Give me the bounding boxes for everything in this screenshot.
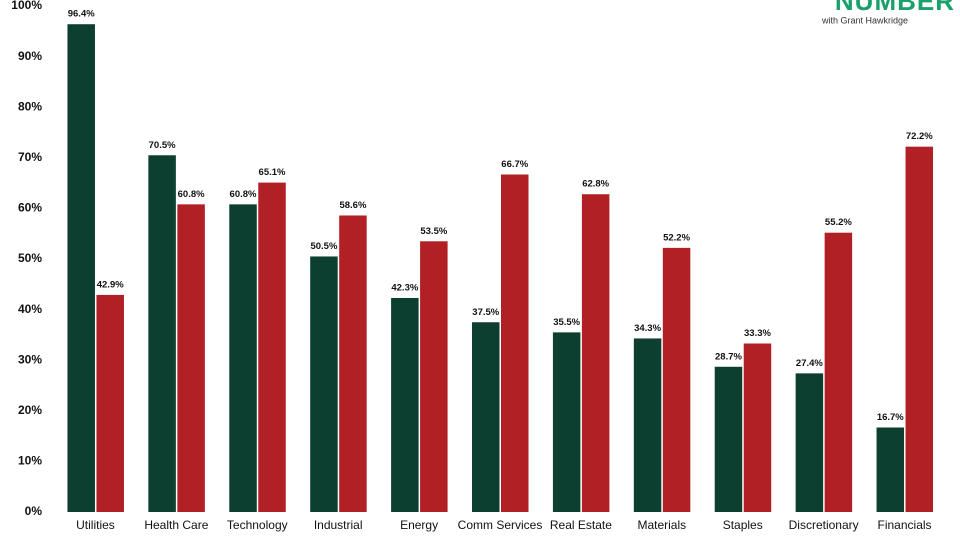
x-tick-label: Energy xyxy=(400,518,438,532)
bar xyxy=(743,343,772,512)
bar xyxy=(229,204,257,513)
bar xyxy=(905,146,934,512)
bar xyxy=(581,194,610,512)
bar xyxy=(67,24,95,512)
x-tick-label: Materials xyxy=(637,518,686,532)
x-tick-label: Financials xyxy=(878,518,932,532)
bar xyxy=(795,373,824,512)
value-label: 96.4% xyxy=(68,9,95,20)
y-tick-label: 30% xyxy=(18,352,42,366)
value-label: 35.5% xyxy=(553,317,580,328)
y-tick-label: 80% xyxy=(18,99,42,113)
y-tick-label: 60% xyxy=(18,201,42,215)
bar xyxy=(177,204,205,513)
value-label: 55.2% xyxy=(825,217,852,228)
bar xyxy=(148,155,176,512)
value-label: 66.7% xyxy=(501,159,528,170)
bar xyxy=(633,338,662,512)
bar xyxy=(552,332,581,512)
bar xyxy=(339,215,367,512)
value-label: 72.2% xyxy=(906,131,933,142)
bar xyxy=(96,294,124,512)
y-tick-label: 20% xyxy=(18,403,42,417)
value-label: 65.1% xyxy=(259,167,286,178)
value-label: 37.5% xyxy=(472,307,499,318)
y-tick-label: 10% xyxy=(18,454,42,468)
y-tick-label: 50% xyxy=(18,251,42,265)
x-tick-label: Discretionary xyxy=(789,518,859,532)
bar xyxy=(391,297,419,512)
logo: NUMBER xyxy=(835,0,955,16)
value-label: 60.8% xyxy=(230,189,257,200)
value-label: 28.7% xyxy=(715,351,742,362)
bar xyxy=(310,256,338,512)
bar xyxy=(501,174,529,513)
x-tick-label: Staples xyxy=(723,518,763,532)
value-label: 70.5% xyxy=(149,140,176,151)
x-tick-label: Comm Services xyxy=(458,518,543,532)
value-label: 52.2% xyxy=(663,232,690,243)
value-label: 60.8% xyxy=(178,189,205,200)
value-label: 50.5% xyxy=(310,241,337,252)
bar xyxy=(472,322,500,512)
bar xyxy=(876,427,905,512)
bar xyxy=(662,247,691,513)
bar xyxy=(714,366,743,512)
x-tick-label: Utilities xyxy=(76,518,115,532)
value-label: 42.9% xyxy=(97,279,124,290)
x-tick-label: Technology xyxy=(227,518,288,532)
y-tick-label: 0% xyxy=(25,504,43,518)
logo-tagline: with Grant Hawkridge xyxy=(821,15,908,25)
bar xyxy=(824,232,853,513)
value-label: 33.3% xyxy=(744,328,771,339)
value-label: 27.4% xyxy=(796,358,823,369)
value-label: 58.6% xyxy=(339,200,366,211)
x-tick-label: Industrial xyxy=(314,518,363,532)
bar xyxy=(258,182,286,512)
value-label: 34.3% xyxy=(634,323,661,334)
bar xyxy=(420,241,448,513)
x-tick-label: Health Care xyxy=(144,518,208,532)
value-label: 16.7% xyxy=(877,412,904,423)
y-tick-label: 100% xyxy=(11,0,42,12)
value-label: 53.5% xyxy=(420,226,447,237)
y-tick-label: 90% xyxy=(18,49,42,63)
y-tick-label: 40% xyxy=(18,302,42,316)
y-tick-label: 70% xyxy=(18,150,42,164)
value-label: 62.8% xyxy=(582,179,609,190)
value-label: 42.3% xyxy=(391,282,418,293)
x-tick-label: Real Estate xyxy=(550,518,612,532)
